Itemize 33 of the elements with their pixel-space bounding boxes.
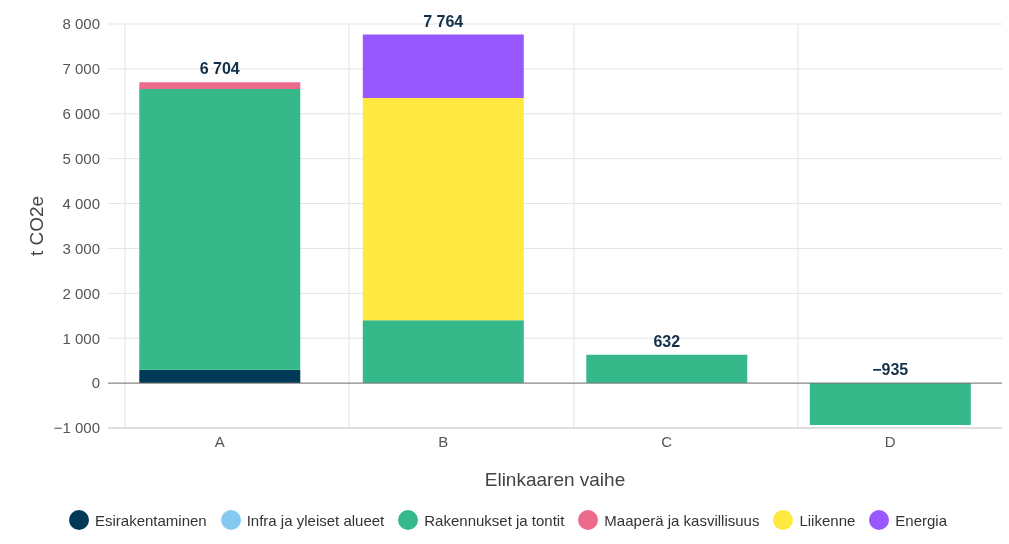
y-tick-label: 5 000 (62, 149, 100, 167)
bar (362, 34, 524, 99)
y-axis-title: t CO2e (25, 195, 47, 257)
y-tick-label: 8 000 (62, 15, 100, 33)
y-tick-label: 6 000 (62, 105, 100, 123)
y-tick-label: 1 000 (62, 329, 100, 347)
y-tick-label: 3 000 (62, 239, 100, 257)
x-tick-label: B (438, 432, 449, 450)
x-axis-title: Elinkaaren vaihe (484, 469, 626, 490)
bar (139, 88, 301, 370)
total-label: 6 704 (199, 60, 240, 78)
total-label: 7 764 (423, 12, 464, 30)
legend-label: Liikenne (799, 511, 856, 529)
legend-label: Rakennukset ja tontit (424, 511, 565, 529)
x-tick-label: D (884, 432, 896, 450)
legend-label: Maaperä ja kasvillisuus (604, 511, 760, 529)
bar (139, 82, 301, 89)
y-tick-label: 2 000 (62, 284, 100, 302)
legend-label: Infra ja yleiset alueet (246, 511, 385, 529)
bar (362, 98, 524, 321)
bar (586, 354, 748, 384)
total-label: 632 (653, 332, 681, 350)
y-tick-label: −1 000 (53, 419, 100, 437)
x-tick-label: C (661, 432, 673, 450)
y-tick-label: 7 000 (62, 60, 100, 78)
total-label: −935 (872, 361, 909, 379)
y-tick-label: 4 000 (62, 194, 100, 212)
bar (809, 383, 971, 426)
y-tick-label: 0 (91, 374, 100, 392)
legend-label: Energia (895, 511, 948, 529)
bar (362, 320, 524, 384)
x-tick-label: A (214, 432, 225, 450)
legend-label: Esirakentaminen (94, 511, 207, 529)
